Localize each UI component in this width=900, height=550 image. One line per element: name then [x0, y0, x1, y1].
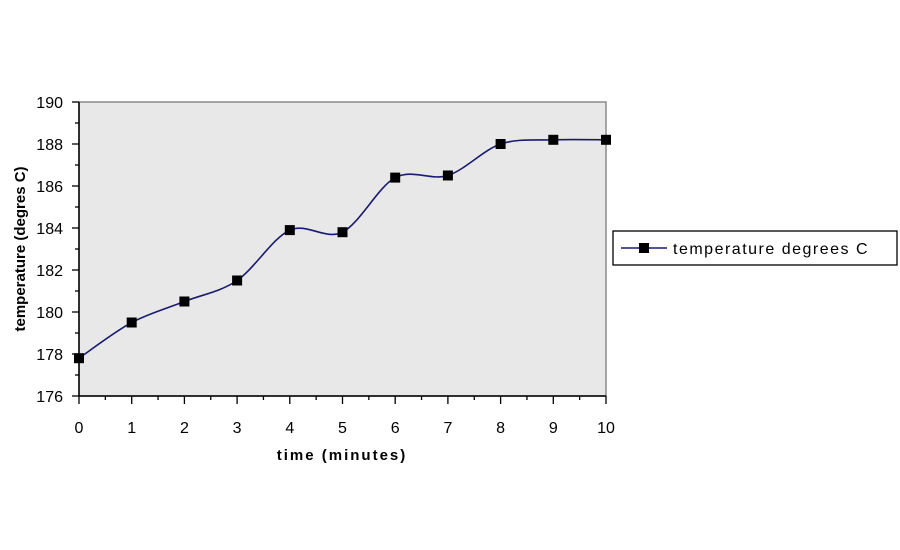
- x-tick-label: 9: [549, 420, 558, 437]
- x-tick-label: 6: [391, 420, 400, 437]
- data-point-marker: [442, 170, 453, 181]
- legend-label: temperature degrees C: [673, 241, 869, 258]
- data-point-marker: [548, 134, 559, 145]
- y-tick-label: 190: [36, 95, 63, 112]
- y-tick-label: 186: [36, 179, 63, 196]
- data-point-marker: [601, 134, 611, 145]
- x-tick-label: 3: [233, 420, 242, 437]
- y-axis: 176 178 180 182 184 186 188 190: [36, 95, 80, 406]
- y-tick-label: 180: [36, 305, 63, 322]
- y-tick-label: 182: [36, 263, 63, 280]
- x-tick-label: 10: [597, 420, 615, 437]
- plot-area: [78, 101, 607, 397]
- x-tick-label: 1: [127, 420, 136, 437]
- legend-square-marker-icon: [639, 243, 649, 253]
- data-markers: [74, 134, 611, 364]
- x-tick-label: 2: [180, 420, 189, 437]
- y-tick-label: 184: [36, 221, 63, 238]
- data-point-marker: [126, 317, 137, 328]
- data-point-marker: [495, 139, 506, 149]
- y-axis-title: temperature (degres C): [12, 166, 29, 331]
- x-axis: 0 1 2 3 4 5 6 7 8 9 10: [75, 395, 615, 437]
- data-point-marker: [284, 225, 295, 236]
- data-point-marker: [232, 275, 243, 286]
- x-tick-label: 8: [496, 420, 505, 437]
- x-tick-label: 7: [443, 420, 452, 437]
- y-tick-label: 176: [36, 389, 63, 406]
- data-point-marker: [337, 227, 348, 238]
- data-point-marker: [390, 172, 401, 183]
- x-axis-title: time (minutes): [277, 447, 408, 464]
- y-tick-label: 188: [36, 137, 63, 154]
- data-point-marker: [74, 353, 84, 364]
- legend: temperature degrees C: [612, 230, 898, 266]
- x-tick-label: 0: [75, 420, 84, 437]
- data-point-marker: [179, 296, 190, 307]
- y-tick-label: 178: [36, 347, 63, 364]
- x-tick-label: 4: [285, 420, 294, 437]
- x-tick-label: 5: [338, 420, 347, 437]
